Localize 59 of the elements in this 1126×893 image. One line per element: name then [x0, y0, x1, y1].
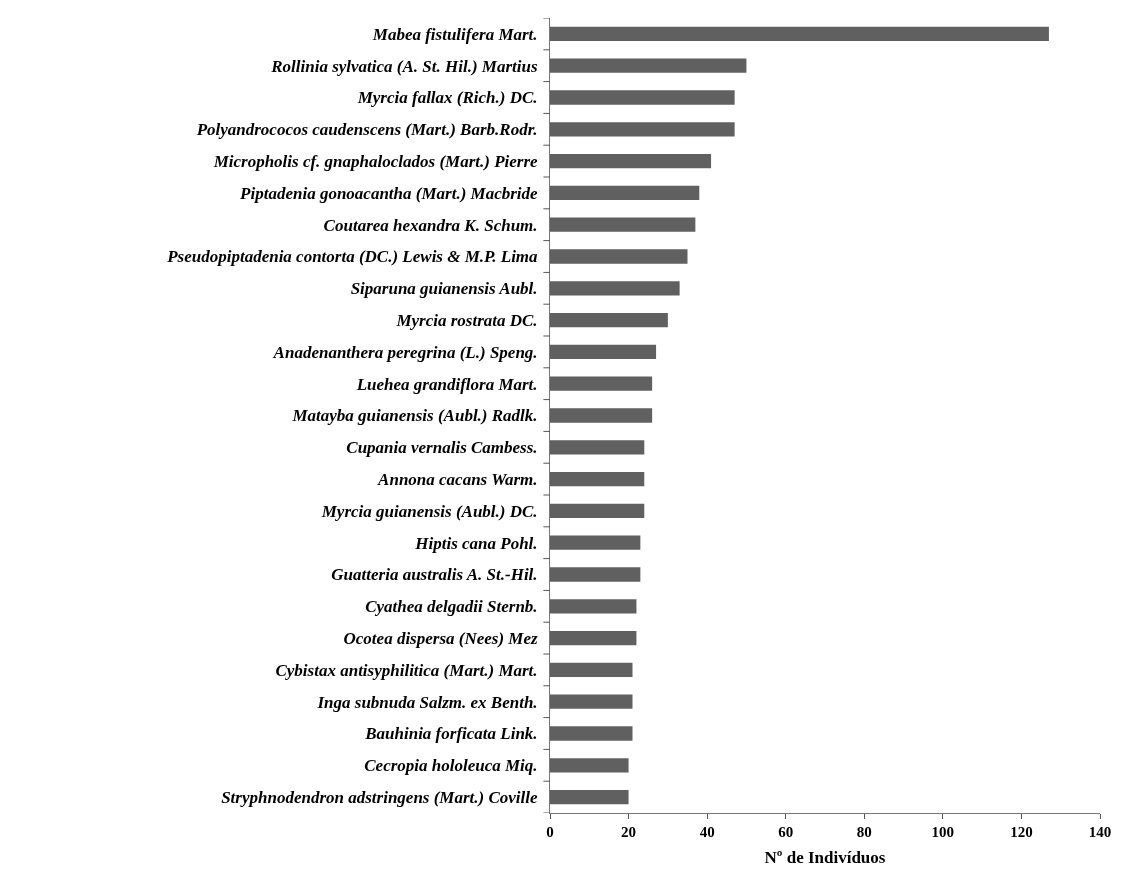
bar — [550, 567, 641, 582]
y-tick-label: Myrcia guianensis (Aubl.) DC. — [320, 501, 538, 521]
y-tick-label: Luehea grandiflora Mart. — [355, 374, 538, 394]
y-tick-label: Polyandrococos caudenscens (Mart.) Barb.Rodr. — [195, 120, 538, 140]
bar — [550, 90, 735, 105]
y-tick-label: Stryphnodendron adstringens (Mart.) Coville — [221, 788, 539, 808]
bar — [550, 408, 653, 423]
bar — [550, 440, 645, 455]
bar — [550, 694, 633, 709]
x-tick-label: 0 — [546, 824, 554, 840]
bar — [550, 153, 712, 169]
y-tick-label: Myrcia rostrata DC. — [395, 311, 538, 331]
bar — [550, 122, 735, 137]
x-tick-label: 20 — [621, 824, 637, 840]
bar — [550, 312, 668, 328]
y-tick-label: Inga subnuda Salzm. ex Benth. — [316, 692, 538, 712]
bar — [550, 471, 645, 487]
y-tick-label: Myrcia fallax (Rich.) DC. — [356, 88, 538, 108]
x-tick-label: 40 — [699, 824, 715, 840]
bar — [550, 344, 657, 360]
bar — [550, 503, 645, 519]
bar — [550, 26, 1049, 42]
y-tick-label: Micropholis cf. gnaphaloclados (Mart.) Pierre — [212, 152, 539, 172]
x-tick-label: 120 — [1010, 824, 1033, 840]
bar — [550, 535, 641, 550]
y-tick-label: Cupania vernalis Cambess. — [346, 438, 538, 458]
y-tick-label: Cyathea delgadii Sternb. — [365, 597, 538, 617]
y-tick-label: Cecropia hololeuca Miq. — [364, 756, 538, 776]
bar — [550, 599, 637, 614]
bar — [550, 726, 633, 741]
y-tick-label: Coutarea hexandra K. Schum. — [323, 215, 538, 235]
y-tick-label: Cybistax antisyphilitica (Mart.) Mart. — [275, 660, 538, 680]
bar — [550, 376, 653, 391]
x-tick-label: 60 — [778, 824, 794, 840]
bar — [550, 758, 629, 773]
bar — [550, 58, 747, 73]
y-tick-label: Piptadenia gonoacantha (Mart.) Macbride — [239, 183, 539, 203]
y-tick-label: Rollinia sylvatica (A. St. Hil.) Martius — [270, 56, 538, 76]
bar — [550, 789, 629, 805]
y-tick-label: Mabea fistulifera Mart. — [371, 24, 538, 44]
bar — [550, 185, 700, 201]
y-tick-label: Ocotea dispersa (Nees) Mez — [343, 629, 538, 649]
x-tick-label: 140 — [1088, 824, 1112, 840]
y-tick-label: Bauhinia forficata Link. — [364, 724, 538, 744]
y-tick-label: Anadenanthera peregrina (L.) Speng. — [272, 342, 538, 362]
bar — [550, 217, 696, 232]
bar — [550, 281, 680, 296]
x-tick-label: 100 — [931, 824, 955, 840]
y-tick-label: Siparuna guianensis Aubl. — [350, 279, 538, 299]
y-tick-label: Annona cacans Warm. — [377, 470, 538, 490]
x-axis-title: Nº de Indivíduos — [764, 848, 886, 868]
y-tick-label: Matayba guianensis (Aubl.) Radlk. — [291, 406, 538, 426]
y-tick-label: Hiptis cana Pohl. — [414, 533, 538, 553]
bar — [550, 662, 633, 678]
y-tick-label: Guatteria australis A. St.-Hil. — [331, 565, 538, 585]
bar — [550, 630, 637, 646]
y-tick-label: Pseudopiptadenia contorta (DC.) Lewis & M.P. Lima — [166, 247, 539, 267]
bar — [550, 249, 688, 264]
x-tick-label: 80 — [856, 824, 872, 840]
